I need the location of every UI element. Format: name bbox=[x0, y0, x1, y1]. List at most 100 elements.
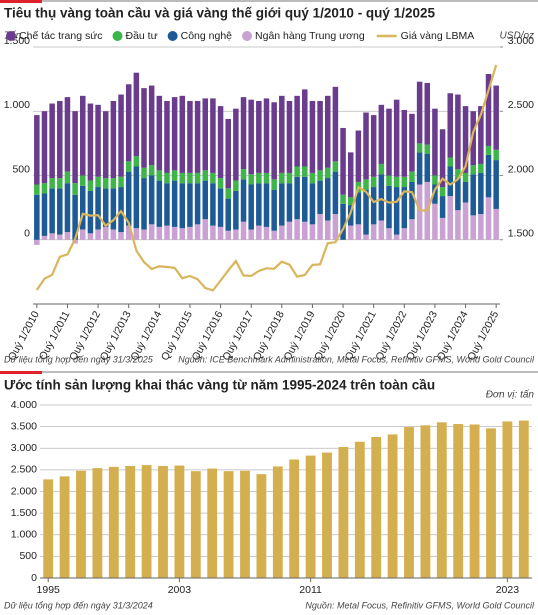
bar-segment bbox=[72, 111, 78, 184]
bar-segment bbox=[41, 235, 48, 240]
bar-segment bbox=[194, 172, 201, 184]
bar-segment bbox=[340, 127, 346, 195]
chart-title: Tiêu thụ vàng toàn cầu và giá vàng thế g… bbox=[4, 6, 435, 21]
bar-segment bbox=[125, 171, 132, 226]
bar-segment bbox=[462, 106, 469, 173]
bar-segment bbox=[416, 81, 423, 144]
bar-segment bbox=[386, 175, 392, 186]
bar-segment bbox=[478, 172, 484, 215]
bar-segment bbox=[202, 98, 209, 171]
bar-segment bbox=[225, 188, 231, 199]
footnote: Dữ liệu tổng hợp đến ngày 31/3/2024 bbox=[4, 600, 153, 610]
bar-segment bbox=[110, 178, 117, 189]
bar-segment bbox=[179, 172, 186, 184]
bar-segment bbox=[95, 187, 101, 230]
bar-segment bbox=[424, 144, 431, 154]
bar-segment bbox=[363, 189, 369, 235]
bar-segment bbox=[347, 152, 354, 198]
bar-segment bbox=[179, 95, 186, 173]
bar-segment bbox=[347, 205, 354, 226]
legend-swatch bbox=[112, 31, 123, 41]
y-tick-label: 0 bbox=[31, 572, 37, 584]
legend-swatch bbox=[167, 31, 178, 41]
bar-segment bbox=[80, 185, 86, 230]
bar-segment bbox=[87, 103, 94, 181]
bar-segment bbox=[409, 181, 415, 220]
bar-segment bbox=[447, 196, 453, 240]
bar-segment bbox=[125, 225, 132, 240]
bar bbox=[518, 420, 529, 578]
bar-segment bbox=[148, 165, 155, 176]
bar-segment bbox=[386, 228, 392, 240]
bar-segment bbox=[493, 208, 499, 240]
bar-segment bbox=[470, 215, 476, 240]
bar-segment bbox=[133, 72, 140, 157]
bar-segment bbox=[87, 180, 94, 191]
bar bbox=[240, 470, 250, 578]
y-tick-label: 500 bbox=[19, 550, 37, 562]
bar-segment bbox=[485, 73, 492, 146]
bar-segment bbox=[225, 198, 231, 231]
bar-segment bbox=[432, 175, 438, 185]
y-tick-label: 1.000 bbox=[11, 529, 37, 541]
bar-segment bbox=[34, 115, 40, 185]
bar bbox=[158, 465, 168, 578]
bar-segment bbox=[409, 219, 415, 240]
bar-segment bbox=[156, 95, 163, 171]
bar-segment bbox=[439, 217, 446, 240]
bar-segment bbox=[194, 183, 201, 225]
bar-segment bbox=[286, 100, 293, 173]
bar-segment bbox=[347, 197, 354, 206]
bar-segment bbox=[439, 196, 446, 218]
bar-segment bbox=[271, 102, 277, 180]
footnote: Dữ liệu tổng hợp đến ngày 31/3/2025 bbox=[4, 354, 154, 364]
bar-segment bbox=[263, 172, 270, 184]
bar bbox=[223, 471, 234, 578]
bar-segment bbox=[302, 221, 308, 240]
y2-tick-label: 3.000 bbox=[508, 35, 534, 47]
bar-segment bbox=[202, 180, 209, 220]
bar-segment bbox=[240, 179, 247, 222]
bar bbox=[207, 468, 218, 578]
bar-segment bbox=[49, 188, 55, 234]
bar-segment bbox=[279, 225, 285, 240]
bar-segment bbox=[171, 97, 178, 171]
bar-segment bbox=[248, 99, 254, 175]
bar-segment bbox=[240, 169, 247, 180]
bar-segment bbox=[393, 176, 400, 188]
y-tick-label: 1.000 bbox=[4, 99, 30, 111]
bar-segment bbox=[125, 161, 132, 172]
bar-segment bbox=[294, 176, 300, 220]
bar bbox=[338, 446, 349, 578]
y-tick-label: 4.000 bbox=[11, 399, 37, 411]
y2-tick-label: 2.000 bbox=[508, 163, 534, 175]
bar-segment bbox=[355, 192, 362, 225]
bar-segment bbox=[324, 220, 331, 240]
bar-segment bbox=[432, 184, 438, 204]
x-tick-label: 2003 bbox=[168, 584, 192, 596]
source: Nguồn: Metal Focus, Refinitiv GFMS, Worl… bbox=[305, 600, 535, 610]
bar-segment bbox=[340, 203, 346, 240]
x-tick-label: 1995 bbox=[37, 584, 61, 596]
bar-segment bbox=[393, 234, 400, 240]
bar-segment bbox=[256, 172, 262, 184]
bar-segment bbox=[271, 230, 277, 240]
bar-segment bbox=[210, 172, 216, 184]
bar-segment bbox=[240, 221, 247, 240]
bar bbox=[125, 465, 136, 578]
bar-segment bbox=[317, 170, 323, 181]
bar-segment bbox=[118, 176, 124, 188]
y2-axis-label: USD/oz bbox=[500, 31, 534, 42]
bar bbox=[322, 452, 332, 578]
bar-segment bbox=[133, 166, 140, 229]
bar bbox=[92, 468, 103, 578]
bar bbox=[141, 465, 152, 578]
bar-segment bbox=[156, 170, 163, 181]
bar-segment bbox=[393, 99, 400, 177]
bar-segment bbox=[233, 229, 239, 240]
bar-segment bbox=[462, 202, 469, 240]
bar-segment bbox=[401, 109, 408, 177]
bar-segment bbox=[493, 149, 499, 161]
legend-label: Giá vàng LBMA bbox=[401, 30, 475, 42]
